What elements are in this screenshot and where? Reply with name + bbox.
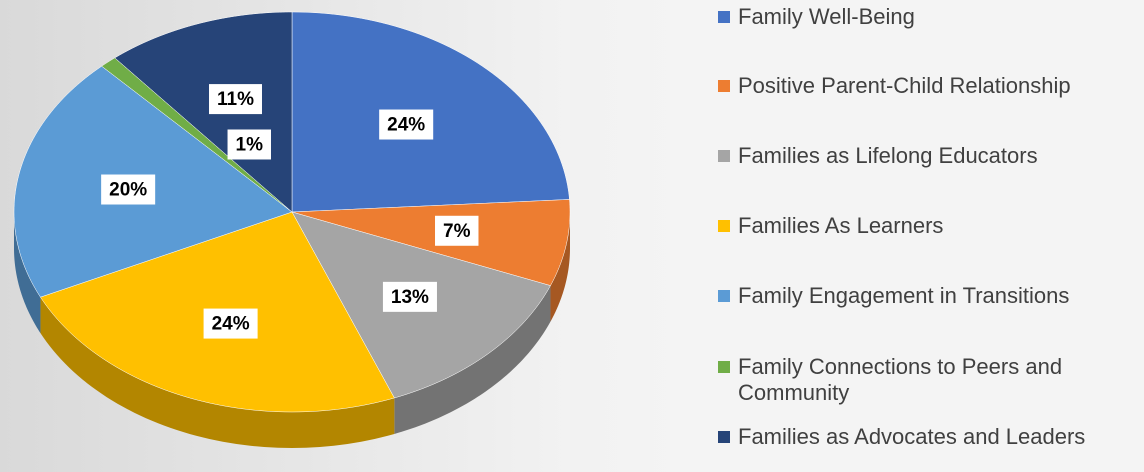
legend-label: Families as Advocates and Leaders [738, 424, 1086, 449]
legend: Family Well-Being Positive Parent-Child R… [690, 0, 1144, 472]
legend-swatch [718, 361, 730, 373]
value-label: 13% [391, 287, 429, 308]
pie-slice-side [40, 297, 395, 448]
pie-slice-side [394, 285, 551, 434]
legend-swatch [718, 431, 730, 443]
value-label-box [227, 129, 272, 160]
value-label: 24% [212, 314, 250, 335]
pie-slice-side [14, 212, 41, 334]
legend-label: Family Engagement in Transitions [738, 283, 1070, 308]
legend-swatch [718, 220, 730, 232]
value-label-box [435, 215, 479, 246]
legend-label: Families As Learners [738, 213, 944, 238]
legend-swatch [718, 290, 730, 302]
legend-label: Family Well-Being [738, 4, 915, 29]
value-label-group: 11% [209, 84, 262, 115]
value-label-group: 24% [203, 308, 258, 339]
legend-swatch [718, 80, 730, 92]
chart: 24% 7% 13% 24% 20% 1% 11% [13, 11, 571, 448]
value-label-box [203, 308, 258, 339]
value-label-group: 1% [227, 129, 272, 160]
legend-item: Family Engagement in Transitions [718, 283, 1138, 309]
pie-slice-side [550, 212, 570, 322]
value-label-group: 13% [382, 281, 437, 312]
value-label: 1% [236, 135, 264, 156]
legend-item: Family Connections to Peers and Communit… [718, 354, 1138, 406]
value-label-box [382, 281, 437, 312]
value-label: 7% [443, 221, 471, 242]
value-label-box [209, 84, 262, 115]
legend-label: Family Connections to Peers and Communit… [738, 354, 1063, 405]
value-label: 24% [387, 115, 425, 136]
legend-label: Positive Parent-Child Relationship [738, 73, 1071, 98]
legend-item: Positive Parent-Child Relationship [718, 73, 1138, 99]
value-label-box [379, 109, 434, 140]
legend-item: Families as Lifelong Educators [718, 143, 1138, 169]
value-label-group: 20% [101, 174, 156, 205]
pie-slice [114, 11, 293, 213]
pie-slice [291, 199, 571, 286]
legend-label: Families as Lifelong Educators [738, 143, 1038, 168]
value-label: 20% [109, 180, 147, 201]
legend-swatch [718, 150, 730, 162]
pie-slice [101, 57, 293, 213]
legend-swatch [718, 11, 730, 23]
value-label-group: 24% [379, 109, 434, 140]
value-label-box [101, 174, 156, 205]
legend-item: Family Well-Being [718, 4, 1138, 30]
value-label: 11% [217, 89, 254, 110]
legend-item: Families as Advocates and Leaders [718, 424, 1138, 450]
value-label-group: 7% [435, 215, 479, 246]
legend-item: Families As Learners [718, 213, 1138, 239]
